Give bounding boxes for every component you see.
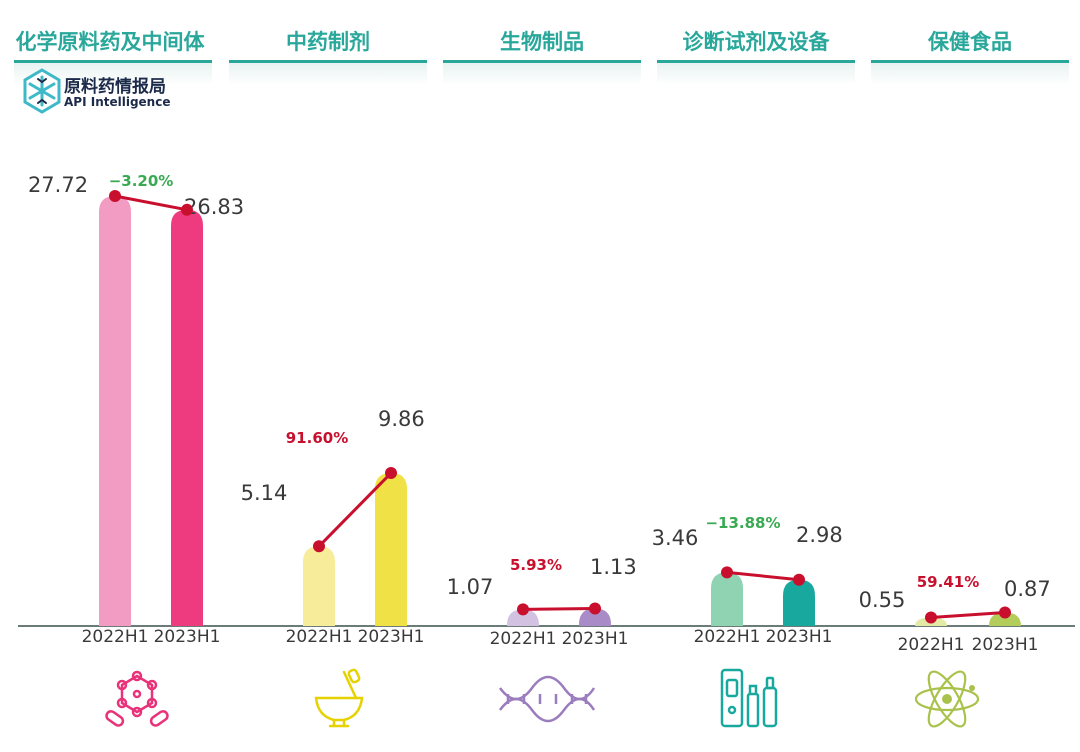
category-fade-0: [14, 63, 212, 85]
change-point-4-0: [925, 611, 937, 624]
change-point-4-1: [999, 606, 1011, 619]
change-point-3-1: [793, 573, 805, 586]
brand-logo: 原料药情报局 API Intelligence: [22, 66, 222, 118]
value-label-4-1: 0.87: [1004, 577, 1051, 601]
bar-2-0: [507, 609, 539, 626]
bar-1-0: [303, 546, 335, 626]
value-label-4-0: 0.55: [859, 588, 906, 612]
category-label-1-0: 2022H1: [286, 627, 353, 647]
snowflake-logo-icon: [23, 68, 61, 114]
category-label-2-0: 2022H1: [490, 629, 557, 649]
change-line-4: [930, 611, 1006, 619]
bar-4-1: [989, 612, 1021, 626]
bar-3-0: [711, 572, 743, 626]
value-label-3-0: 3.46: [652, 526, 699, 550]
change-line-3: [726, 570, 800, 582]
change-label-3: −13.88%: [705, 514, 780, 532]
bar-1-1: [375, 473, 407, 626]
category-label-4-1: 2023H1: [972, 635, 1039, 655]
category-fade-3: [657, 63, 855, 85]
category-rule-1: [229, 60, 427, 63]
bar-2-1: [579, 608, 611, 626]
change-label-1: 91.60%: [286, 429, 348, 447]
value-label-3-1: 2.98: [796, 523, 843, 547]
category-title-1: 中药制剂: [286, 30, 370, 54]
category-title-0: 化学原料药及中间体: [15, 30, 205, 54]
change-point-1-1: [385, 467, 397, 480]
mortar-pestle-icon: [314, 668, 364, 728]
change-point-2-0: [517, 603, 529, 616]
category-label-0-0: 2022H1: [82, 627, 149, 647]
value-label-1-0: 5.14: [241, 481, 288, 505]
molecule-icon: [105, 670, 169, 727]
change-point-3-0: [721, 566, 733, 579]
bar-0-1: [171, 209, 203, 627]
category-label-0-1: 2023H1: [154, 627, 221, 647]
dna-icon: [498, 675, 596, 723]
logo-name-cn: 原料药情报局: [64, 77, 166, 97]
category-rule-0: [14, 60, 212, 63]
value-label-0-0: 27.72: [28, 173, 88, 197]
category-fade-1: [229, 63, 427, 85]
category-label-4-0: 2022H1: [898, 635, 965, 655]
category-header: 化学原料药及中间体 中药制剂 生物制品 诊断试剂及设备 保健食品: [0, 0, 1080, 85]
change-point-1-0: [313, 540, 325, 553]
change-point-0-1: [181, 203, 193, 216]
category-rule-3: [657, 60, 855, 63]
category-label-2-1: 2023H1: [562, 629, 629, 649]
value-label-2-0: 1.07: [447, 575, 494, 599]
value-label-0-1: 26.83: [184, 195, 244, 219]
change-label-0: −3.20%: [109, 172, 174, 190]
change-label-2: 5.93%: [510, 556, 562, 574]
category-label-3-1: 2023H1: [766, 627, 833, 647]
category-label-1-1: 2023H1: [358, 627, 425, 647]
category-title-3: 诊断试剂及设备: [682, 30, 830, 54]
value-label-1-1: 9.86: [378, 407, 425, 431]
category-rule-4: [871, 60, 1069, 63]
category-rule-2: [443, 60, 641, 63]
test-kit-icon: [720, 668, 778, 728]
change-label-4: 59.41%: [917, 573, 979, 591]
change-point-2-1: [589, 602, 601, 615]
category-title-4: 保健食品: [928, 30, 1012, 54]
atom-icon: [914, 670, 980, 728]
bar-3-1: [783, 579, 815, 626]
category-fade-2: [443, 63, 641, 85]
category-fade-4: [871, 63, 1069, 85]
logo-name-en: API Intelligence: [64, 95, 171, 109]
change-point-0-0: [109, 190, 121, 202]
value-label-2-1: 1.13: [590, 555, 637, 579]
bar-0-0: [99, 196, 131, 626]
change-line-0: [114, 194, 188, 212]
category-title-2: 生物制品: [500, 30, 584, 54]
change-line-2: [522, 606, 596, 611]
category-label-3-0: 2022H1: [694, 627, 761, 647]
change-line-1: [317, 471, 393, 548]
